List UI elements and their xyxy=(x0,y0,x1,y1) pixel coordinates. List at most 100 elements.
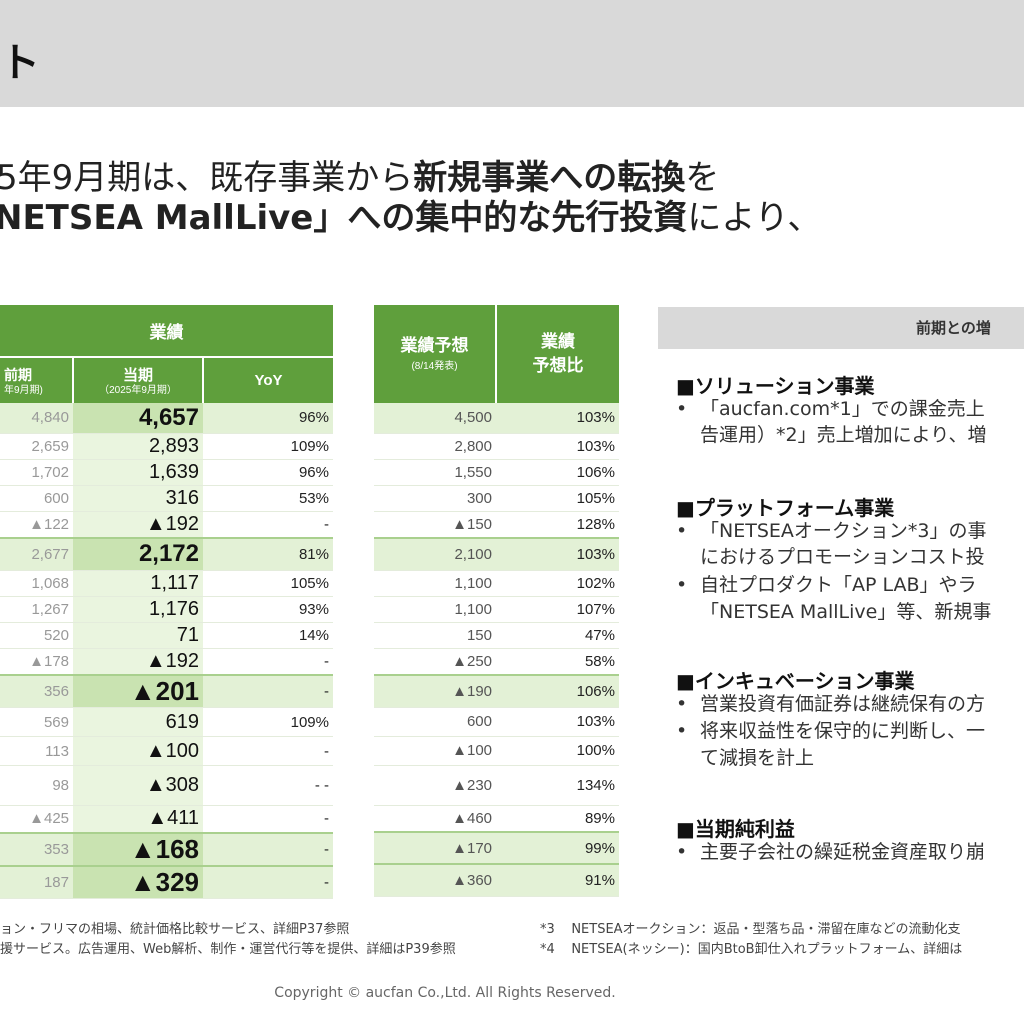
ratio-label-2: 予想比 xyxy=(532,356,584,375)
forecast-table: 業績予想 (8/14発表) 業績 予想比 4,500 103% 2,800 103% 1,5… xyxy=(374,305,619,897)
forecast-ratio-value: 99% xyxy=(496,831,619,865)
table-row: 569 619 109% xyxy=(0,707,333,737)
yoy-value: - xyxy=(203,511,333,539)
forecast-value: ▲230 xyxy=(374,765,496,806)
yoy-value: - xyxy=(203,674,333,708)
prev-value: 1,068 xyxy=(0,570,73,597)
yoy-value: 96% xyxy=(203,403,333,434)
yoy-value: - xyxy=(203,864,333,899)
prev-period-sub: 年9月期) xyxy=(4,384,43,396)
prev-value: 4,840 xyxy=(0,403,73,434)
prev-value: 356 xyxy=(0,674,73,708)
table-row: 600 103% xyxy=(374,707,619,737)
table-row: 520 71 14% xyxy=(0,622,333,649)
page-title: ト xyxy=(0,40,40,86)
yoy-value: 109% xyxy=(203,707,333,737)
headline-line-2: NETSEA MallLive」への集中的な先行投資により、 xyxy=(0,190,1018,239)
yoy-value: 109% xyxy=(203,433,333,460)
forecast-ratio-value: 89% xyxy=(496,805,619,833)
table-row: 4,840 4,657 96% xyxy=(0,403,333,434)
forecast-ratio-header: 業績 予想比 xyxy=(496,305,619,403)
table-row: 1,267 1,176 93% xyxy=(0,596,333,623)
section-title: ■ソリューション事業 xyxy=(676,374,875,398)
yoy-value: 14% xyxy=(203,622,333,649)
current-value: 2,893 xyxy=(73,433,203,460)
prev-value: 600 xyxy=(0,485,73,512)
current-value: 71 xyxy=(73,622,203,649)
forecast-value: 1,100 xyxy=(374,596,496,623)
prev-value: 98 xyxy=(0,765,73,806)
headline-emphasis: NETSEA MallLive」への集中的な先行投資 xyxy=(0,198,688,238)
forecast-value: 1,550 xyxy=(374,459,496,486)
yoy-value: - xyxy=(203,648,333,676)
current-value: ▲201 xyxy=(73,674,203,708)
footnote: 援サービス。広告運用、Web解析、制作・運営代行等を提供、詳細はP39参照 xyxy=(0,942,456,957)
current-value: ▲192 xyxy=(73,511,203,539)
table-row: ▲178 ▲192- xyxy=(0,648,333,676)
bullet-continuation: 「NETSEA MallLive」等、新規事 xyxy=(700,601,992,623)
current-value: 2,172 xyxy=(73,537,203,571)
comparison-panel-title: 前期との増 xyxy=(916,319,991,337)
headline-text: を xyxy=(685,158,720,198)
forecast-value: 300 xyxy=(374,485,496,512)
current-value: ▲308 xyxy=(73,765,203,806)
current-value: ▲168 xyxy=(73,831,203,866)
current-value: ▲329 xyxy=(73,864,203,899)
bullet-item: • 営業投資有価証券は継続保有の方 xyxy=(676,693,986,715)
current-value: ▲192 xyxy=(73,648,203,676)
current-value: 1,176 xyxy=(73,596,203,623)
table-row: 600 316 53% xyxy=(0,485,333,512)
yoy-value: 53% xyxy=(203,485,333,512)
title-bar: ト xyxy=(0,0,1024,107)
forecast-ratio-value: 103% xyxy=(496,707,619,737)
table-row: 356 ▲201- xyxy=(0,674,333,708)
forecast-ratio-value: 128% xyxy=(496,511,619,539)
table-row: 2,800 103% xyxy=(374,433,619,460)
results-table: 業績 前期 年9月期) 当期 （2025年9月期） YoY 4,840 4,657 96… xyxy=(0,305,333,899)
forecast-ratio-value: 106% xyxy=(496,459,619,486)
table-row: 1,100 107% xyxy=(374,596,619,623)
forecast-value: 1,100 xyxy=(374,570,496,597)
table-row: ▲250 58% xyxy=(374,648,619,676)
current-period-sub: （2025年9月期） xyxy=(99,385,177,396)
prev-value: 520 xyxy=(0,622,73,649)
table-row: 2,677 2,172 81% xyxy=(0,537,333,571)
prev-value: 2,659 xyxy=(0,433,73,460)
table-row: ▲425 ▲411- xyxy=(0,805,333,833)
headline-text: により、 xyxy=(687,198,822,238)
forecast-ratio-value: 47% xyxy=(496,622,619,649)
prev-period-label: 前期 xyxy=(4,366,32,383)
prev-value: ▲425 xyxy=(0,805,73,833)
forecast-ratio-value: 103% xyxy=(496,537,619,571)
table-row: ▲100 100% xyxy=(374,736,619,766)
table-row: 1,068 1,117 105% xyxy=(0,570,333,597)
current-value: 619 xyxy=(73,707,203,737)
table-row: ▲190 106% xyxy=(374,674,619,708)
current-period-header: 当期 （2025年9月期） xyxy=(73,356,204,403)
table-row: ▲170 99% xyxy=(374,831,619,865)
current-period-label: 当期 xyxy=(122,367,153,384)
forecast-ratio-value: 105% xyxy=(496,485,619,512)
headline-emphasis: 新規事業への転換 xyxy=(413,158,686,198)
comparison-panel-header: 前期との増 xyxy=(658,307,1024,349)
prev-value: ▲122 xyxy=(0,511,73,539)
table-row: ▲230 134% xyxy=(374,765,619,806)
forecast-value: ▲100 xyxy=(374,736,496,766)
forecast-value: ▲360 xyxy=(374,863,496,897)
table-row: 113 ▲100- xyxy=(0,736,333,766)
forecast-value: ▲170 xyxy=(374,831,496,865)
forecast-value: 2,100 xyxy=(374,537,496,571)
footnote: *3 NETSEAオークション：返品・型落ち品・滞留在庫などの流動化支 xyxy=(540,922,961,937)
table-row: ▲360 91% xyxy=(374,863,619,897)
current-value: ▲100 xyxy=(73,736,203,766)
yoy-header: YoY xyxy=(203,356,333,403)
yoy-value: - - xyxy=(203,765,333,806)
section-title: ■インキュベーション事業 xyxy=(676,669,915,693)
forecast-value: 600 xyxy=(374,707,496,737)
current-value: 4,657 xyxy=(73,403,203,434)
footnotes-left: ョン・フリマの相場、統計価格比較サービス、詳細P37参照 援サービス。広告運用、… xyxy=(0,920,456,960)
current-value: 316 xyxy=(73,485,203,512)
table-row: 2,100 103% xyxy=(374,537,619,571)
forecast-ratio-value: 134% xyxy=(496,765,619,806)
table-row: 98 ▲308- - xyxy=(0,765,333,806)
